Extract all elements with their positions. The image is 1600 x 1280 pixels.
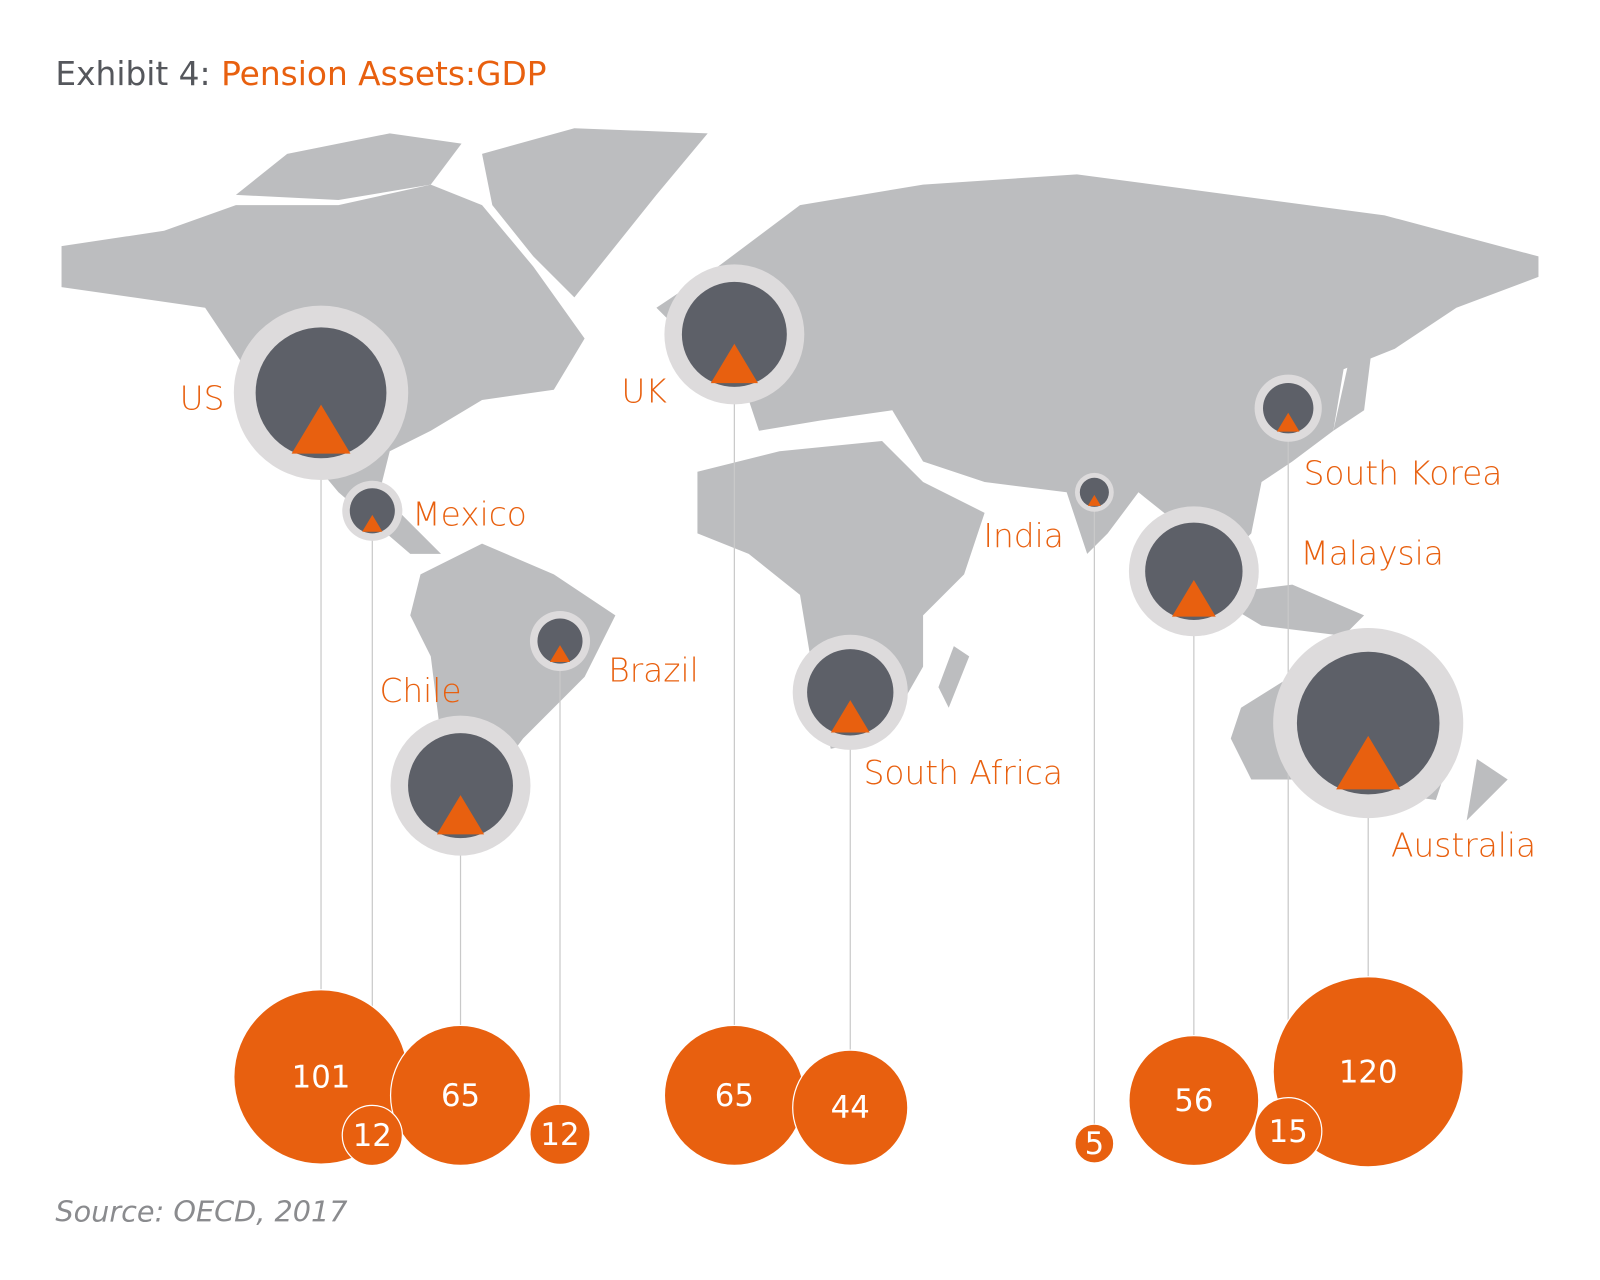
country-label: UK [621,372,667,410]
value-bubble [1253,1097,1323,1166]
value-bubble [1074,1123,1115,1164]
value-label: 5 [1085,1126,1105,1162]
map-slice [1276,412,1300,432]
title-label: Exhibit 4: [55,54,210,92]
map-core [1079,477,1109,507]
map-core [537,618,583,664]
value-label: 101 [292,1059,351,1095]
value-bubble [1272,976,1464,1168]
value-label: 120 [1339,1054,1398,1090]
country-label: Mexico [412,495,527,533]
map-core [408,733,513,839]
country-label: Australia [1391,827,1536,865]
map-slice [291,404,351,454]
value-label: 44 [831,1090,870,1126]
country-label: Brazil [608,651,699,689]
map-slice [1171,580,1216,617]
map-slice [436,795,485,835]
new-zealand [1466,758,1508,821]
value-label: 15 [1269,1114,1308,1150]
country-label: US [180,380,225,418]
country-label: South Korea [1304,454,1503,492]
value-bubble [1128,1034,1260,1167]
value-bubble [341,1104,403,1167]
value-label: 65 [715,1078,754,1114]
map-core [807,649,894,736]
value-label: 12 [540,1117,579,1153]
value-label: 65 [441,1078,480,1114]
map-slice [362,514,383,532]
country-label: Malaysia [1301,534,1444,572]
map-slice [830,700,870,733]
value-bubble [389,1024,532,1166]
country-label: South Africa [864,754,1063,792]
map-core [681,281,787,387]
connectors [320,334,1369,1144]
arctic-islands [235,133,462,200]
source: Source: OECD, 2017 [55,1194,347,1228]
map-core [349,488,395,534]
country-label: India [983,517,1064,555]
country-labels: US Mexico Chile Brazil UK South Africa India Ma… [180,372,1537,864]
map-slice [710,343,758,384]
value-bubble [792,1049,909,1166]
map-core [1145,522,1243,620]
africa [697,441,985,749]
map-slice [549,645,571,662]
map-bubbles [233,264,1464,856]
map-slice [1336,735,1401,790]
greenland [482,128,708,298]
country-label: Chile [379,672,461,710]
madagascar [938,646,970,708]
title-text: Pension Assets:GDP [221,54,546,92]
map-core [1296,651,1440,795]
title: Exhibit 4: Pension Assets:GDP [55,54,546,92]
value-bubble [529,1103,591,1166]
value-label: 56 [1174,1083,1213,1119]
map-core [255,327,387,459]
value-label: 12 [353,1118,392,1154]
map-core [1263,383,1314,434]
value-bubbles: 120 101 65 65 56 44 15 12 12 5 [233,976,1464,1168]
eurasia [656,174,1539,575]
japan [1333,328,1375,431]
map-slice [1087,494,1101,506]
